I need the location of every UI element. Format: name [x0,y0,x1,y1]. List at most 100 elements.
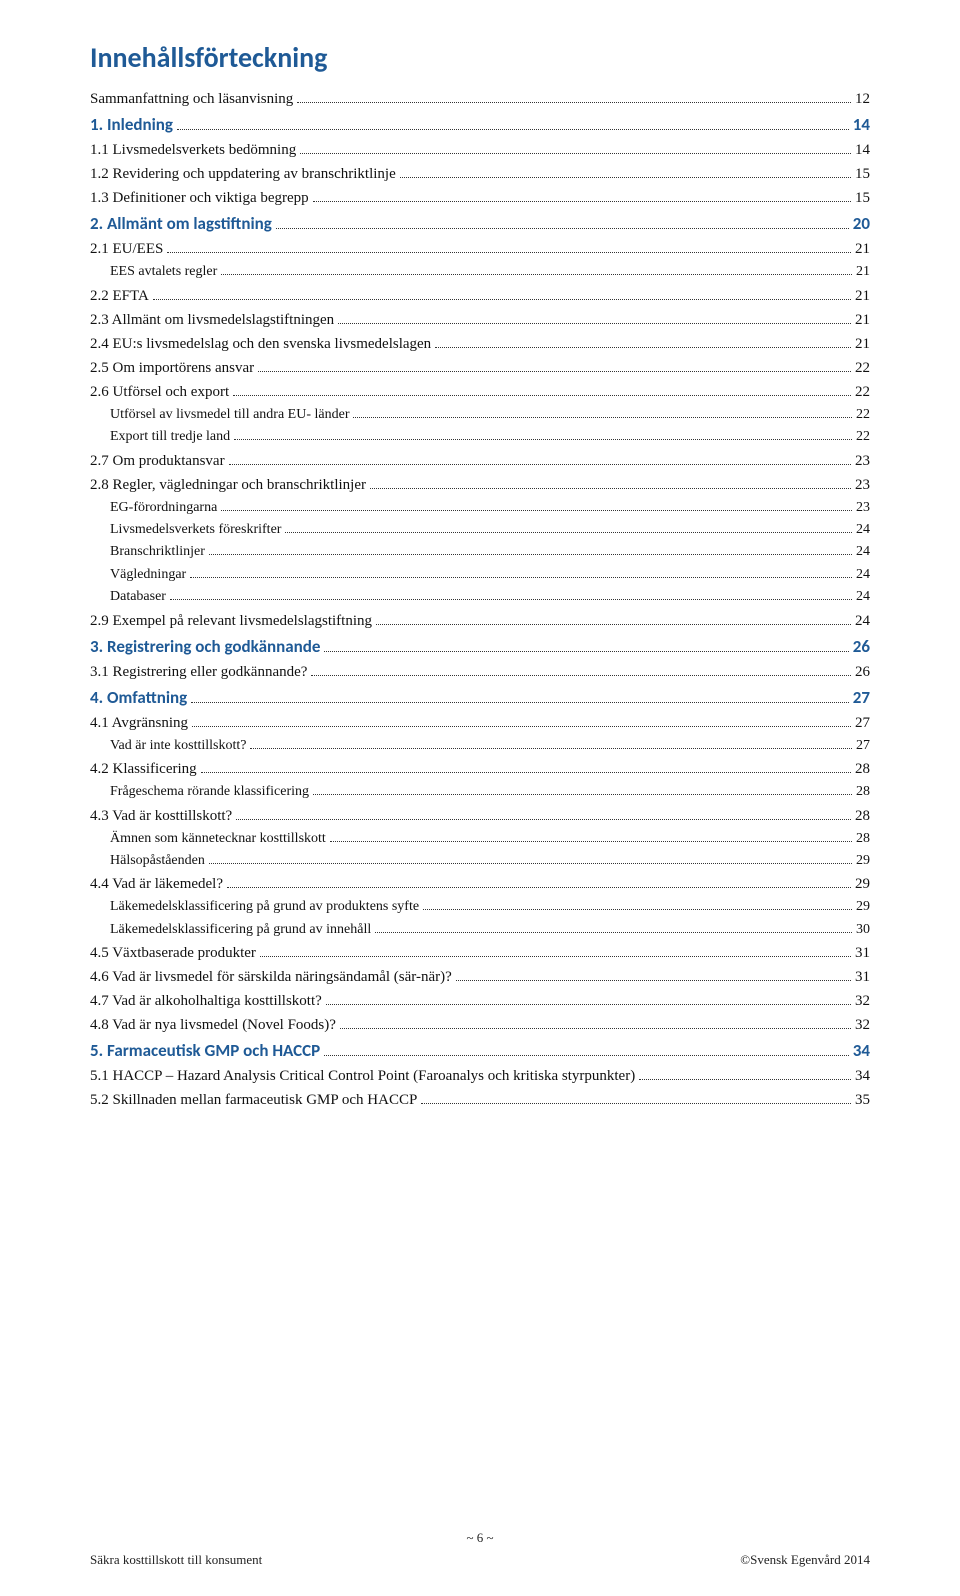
toc-row[interactable]: 3.1 Registrering eller godkännande?26 [90,660,870,684]
toc-row[interactable]: 1.1 Livsmedelsverkets bedömning 14 [90,138,870,162]
toc-page-number: 21 [855,237,870,261]
toc-label: 4.6 Vad är livsmedel för särskilda närin… [90,965,452,989]
toc-leader-dots [370,488,851,489]
toc-label: 2.2 EFTA [90,284,149,308]
toc-page-number: 22 [856,404,870,426]
toc-page-number: 21 [856,261,870,283]
toc-leader-dots [221,274,852,275]
toc-page-number: 21 [855,308,870,332]
toc-row[interactable]: Livsmedelsverkets föreskrifter24 [110,519,870,541]
page: Innehållsförteckning Sammanfattning och … [0,0,960,1596]
toc-page-number: 22 [856,426,870,448]
footer-right: ©Svensk Egenvård 2014 [740,1552,870,1568]
toc-leader-dots [353,417,852,418]
toc-row[interactable]: 5. Farmaceutisk GMP och HACCP34 [90,1037,870,1064]
toc-page-number: 14 [853,111,870,138]
toc-page-number: 20 [853,210,870,237]
toc-label: 4.1 Avgränsning [90,711,188,735]
toc-row[interactable]: Utförsel av livsmedel till andra EU- län… [110,404,870,426]
footer-page-number: ~ 6 ~ [90,1530,870,1546]
toc-row[interactable]: 2.5 Om importörens ansvar22 [90,356,870,380]
toc-label: Utförsel av livsmedel till andra EU- län… [110,404,349,426]
toc-row[interactable]: 3. Registrering och godkännande26 [90,633,870,660]
toc-row[interactable]: 4.8 Vad är nya livsmedel (Novel Foods)?3… [90,1013,870,1037]
toc-leader-dots [338,323,851,324]
toc-label: EES avtalets regler [110,261,217,283]
toc-row[interactable]: Hälsopåståenden29 [110,850,870,872]
toc-leader-dots [177,129,849,130]
toc-row[interactable]: 5.1 HACCP – Hazard Analysis Critical Con… [90,1064,870,1088]
toc-label: 1.2 Revidering och uppdatering av bransc… [90,162,396,186]
toc-row[interactable]: 2.6 Utförsel och export22 [90,380,870,404]
toc-page-number: 31 [855,941,870,965]
toc-row[interactable]: Branschriktlinjer24 [110,541,870,563]
toc-row[interactable]: 4.6 Vad är livsmedel för särskilda närin… [90,965,870,989]
toc-row[interactable]: 4.3 Vad är kosttillskott?28 [90,804,870,828]
toc-page-number: 14 [855,138,870,162]
toc-label: Livsmedelsverkets föreskrifter [110,519,281,541]
toc-leader-dots [201,772,851,773]
toc-leader-dots [330,841,852,842]
toc-label: 2. Allmänt om lagstiftning [90,210,272,237]
toc-page-number: 21 [855,284,870,308]
toc-page-number: 24 [856,541,870,563]
toc-leader-dots [639,1079,851,1080]
toc-row[interactable]: 4.2 Klassificering28 [90,757,870,781]
toc-row[interactable]: Vad är inte kosttillskott?27 [110,735,870,757]
toc-leader-dots [423,909,852,910]
toc-row[interactable]: 2.7 Om produktansvar23 [90,449,870,473]
toc-row[interactable]: Läkemedelsklassificering på grund av inn… [110,919,870,941]
toc-label: 1.3 Definitioner och viktiga begrepp [90,186,309,210]
toc-leader-dots [313,201,851,202]
toc-row[interactable]: 4.5 Växtbaserade produkter31 [90,941,870,965]
toc-row[interactable]: 2.9 Exempel på relevant livsmedelslagsti… [90,609,870,633]
toc-row[interactable]: Export till tredje land22 [110,426,870,448]
toc-row[interactable]: Läkemedelsklassificering på grund av pro… [110,896,870,918]
toc-label: 5. Farmaceutisk GMP och HACCP [90,1037,320,1064]
toc-row[interactable]: 4. Omfattning27 [90,684,870,711]
toc-row[interactable]: 2. Allmänt om lagstiftning 20 [90,210,870,237]
toc-row[interactable]: Sammanfattning och läsanvisning12 [90,87,870,111]
toc-page-number: 29 [856,850,870,872]
toc-row[interactable]: Databaser24 [110,586,870,608]
toc-label: 1.1 Livsmedelsverkets bedömning [90,138,296,162]
toc-label: Sammanfattning och läsanvisning [90,87,293,111]
toc-leader-dots [153,299,851,300]
toc-page-number: 27 [853,684,870,711]
toc-leader-dots [191,702,849,703]
toc-row[interactable]: 1.3 Definitioner och viktiga begrepp15 [90,186,870,210]
toc-leader-dots [421,1103,851,1104]
toc-row[interactable]: 1. Inledning14 [90,111,870,138]
toc-row[interactable]: 2.1 EU/EES21 [90,237,870,261]
toc-leader-dots [209,863,852,864]
toc-label: 3.1 Registrering eller godkännande? [90,660,307,684]
toc-row[interactable]: 4.7 Vad är alkoholhaltiga kosttillskott?… [90,989,870,1013]
toc-page-number: 23 [855,473,870,497]
toc-label: 2.5 Om importörens ansvar [90,356,254,380]
toc-row[interactable]: Ämnen som kännetecknar kosttillskott28 [110,828,870,850]
toc-leader-dots [236,819,851,820]
toc-leader-dots [258,371,851,372]
toc-row[interactable]: Vägledningar24 [110,564,870,586]
toc-row[interactable]: Frågeschema rörande klassificering 28 [110,781,870,803]
toc-page-number: 28 [856,781,870,803]
toc-row[interactable]: 4.4 Vad är läkemedel?29 [90,872,870,896]
toc-row[interactable]: 2.2 EFTA 21 [90,284,870,308]
toc-row[interactable]: 2.4 EU:s livsmedelslag och den svenska l… [90,332,870,356]
toc-label: Databaser [110,586,166,608]
toc-label: 3. Registrering och godkännande [90,633,320,660]
toc-page-number: 23 [855,449,870,473]
toc-row[interactable]: EG-förordningarna23 [110,497,870,519]
toc-page-number: 27 [855,711,870,735]
toc-row[interactable]: 5.2 Skillnaden mellan farmaceutisk GMP o… [90,1088,870,1112]
toc-row[interactable]: 1.2 Revidering och uppdatering av bransc… [90,162,870,186]
toc-leader-dots [297,102,851,103]
toc-row[interactable]: 2.8 Regler, vägledningar och branschrikt… [90,473,870,497]
toc-row[interactable]: EES avtalets regler 21 [110,261,870,283]
toc-row[interactable]: 4.1 Avgränsning 27 [90,711,870,735]
toc-label: Frågeschema rörande klassificering [110,781,309,803]
toc-page-number: 29 [855,872,870,896]
toc-row[interactable]: 2.3 Allmänt om livsmedelslagstiftningen2… [90,308,870,332]
toc-leader-dots [250,748,852,749]
toc-page-number: 32 [855,1013,870,1037]
